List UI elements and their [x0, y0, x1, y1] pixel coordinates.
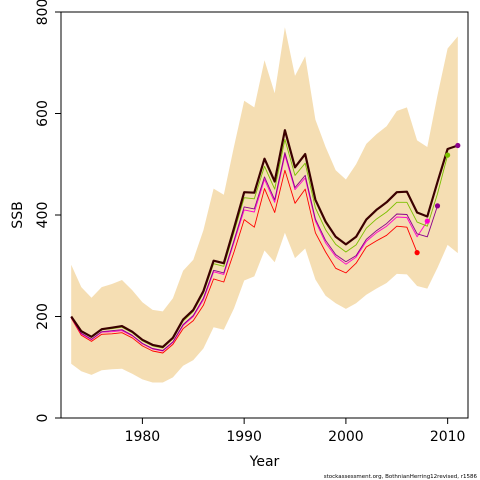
y-axis: 0 200 400 600 800: [35, 0, 61, 422]
series-end-point-retro_4: [414, 250, 420, 256]
source-credit: stockassessment.org, BothnianHerring12re…: [324, 474, 478, 480]
series-end-point-main: [455, 142, 461, 149]
x-tick-label: 1980: [125, 429, 161, 445]
series-line-retro_2: [70, 152, 438, 351]
series-end-point-retro_2: [434, 203, 441, 209]
series-line-retro_4: [70, 169, 418, 354]
y-tick-label: 600: [35, 100, 51, 127]
x-axis-label: Year: [249, 454, 280, 470]
x-tick-label: 1990: [226, 429, 262, 445]
x-tick-label: 2000: [328, 429, 364, 445]
series-layer: [70, 129, 461, 354]
y-tick-label: 0: [35, 414, 51, 423]
series-line-main: [70, 129, 459, 348]
x-tick-label: 2010: [430, 429, 466, 445]
series-end-point-retro_3: [424, 218, 430, 224]
y-tick-label: 200: [35, 303, 51, 330]
series-line-retro_3: [70, 154, 428, 352]
y-tick-label: 400: [35, 202, 51, 229]
y-axis-label: SSB: [10, 201, 26, 228]
confidence-band: [71, 27, 458, 383]
x-axis: 1980 1990 2000 2010: [125, 418, 466, 445]
series-end-point-retro_1: [445, 152, 451, 158]
y-tick-label: 800: [35, 0, 51, 25]
